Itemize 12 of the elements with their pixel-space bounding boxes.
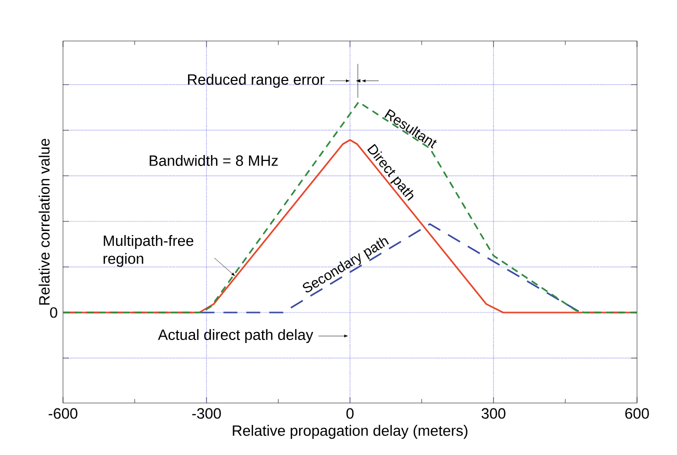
text: 0: [50, 307, 58, 318]
annotation: Multipath-free region: [104, 235, 194, 267]
x-tick-label: 300: [482, 408, 506, 419]
text: Reduced range error: [188, 74, 324, 88]
x-axis-title: Relative propagation delay (meters): [232, 424, 468, 439]
x-tick-label: -300: [192, 408, 221, 419]
y-axis-title: Relative correlation value: [38, 138, 50, 305]
x-tick-label: 600: [625, 408, 649, 419]
x-tick-label: 0: [346, 408, 354, 419]
text: Actual direct path delay: [158, 329, 314, 343]
x-tick-label: -600: [48, 408, 78, 419]
annotation: Bandwidth = 8 MHz: [150, 154, 278, 166]
